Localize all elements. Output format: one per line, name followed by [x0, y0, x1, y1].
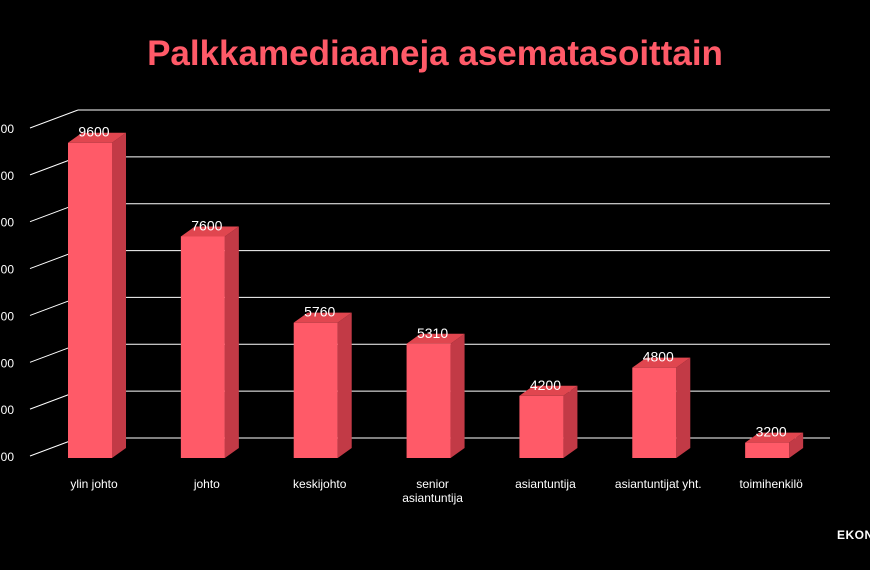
bar-group: 5760 keskijohto [293, 304, 352, 491]
y-tick-label: 00 [1, 169, 15, 183]
y-tick-label: 00 [1, 403, 15, 417]
bar [519, 395, 564, 458]
bar-top [745, 432, 804, 443]
bar [180, 236, 225, 458]
bar-top [293, 312, 352, 323]
bar-side [112, 132, 126, 458]
bar-side [450, 333, 465, 458]
bar-side [563, 385, 578, 458]
y-tick-label: 00 [1, 309, 15, 323]
data-label: 4800 [643, 349, 674, 365]
data-label: 9600 [78, 124, 109, 140]
x-tick-label: asiantuntija [515, 477, 576, 491]
y-tick-label: 00 [1, 122, 15, 136]
y-tick-label: 00 [1, 450, 15, 464]
x-tick-label: asiantuntija [402, 491, 463, 505]
y-tick-label: 00 [1, 356, 15, 370]
data-label: 4200 [530, 377, 561, 393]
y-tick-label: 00 [1, 216, 15, 230]
bar-group: 4200 asiantuntija [515, 377, 578, 491]
x-tick-label: johto [193, 477, 220, 491]
bar-side [676, 357, 691, 458]
bar-side [337, 312, 352, 458]
bar-top [68, 132, 126, 143]
bar-group: 4800 asiantuntijat yht. [615, 349, 702, 491]
bar-group: 9600 ylin johto [68, 124, 126, 491]
data-label: 5310 [417, 325, 448, 341]
bar-side [789, 432, 804, 458]
bar-top [406, 333, 465, 344]
data-label: 5760 [304, 304, 335, 320]
bar [293, 322, 338, 458]
gridline-diagonal [29, 109, 79, 129]
bar-top [519, 385, 578, 396]
bar-group: 7600 johto [180, 217, 239, 491]
data-label: 7600 [191, 217, 222, 233]
y-tick-label: 00 [1, 263, 15, 277]
data-label: 3200 [756, 424, 787, 440]
chart-title: Palkkamediaaneja asematasoittain [147, 34, 723, 73]
x-tick-label: toimihenkilö [739, 477, 803, 491]
x-tick-label: senior [416, 477, 449, 491]
bar [406, 343, 451, 458]
x-tick-label: asiantuntijat yht. [615, 477, 702, 491]
bar-side [224, 226, 239, 458]
x-tick-label: keskijohto [293, 477, 347, 491]
bar [745, 442, 790, 458]
x-tick-label: ylin johto [70, 477, 118, 491]
bar [632, 367, 677, 458]
brand-logo-text: EKON [837, 528, 870, 542]
bar-top [180, 226, 239, 237]
bar-group: 3200 toimihenkilö [739, 424, 803, 491]
bar-top [632, 357, 691, 368]
bar [68, 142, 112, 458]
